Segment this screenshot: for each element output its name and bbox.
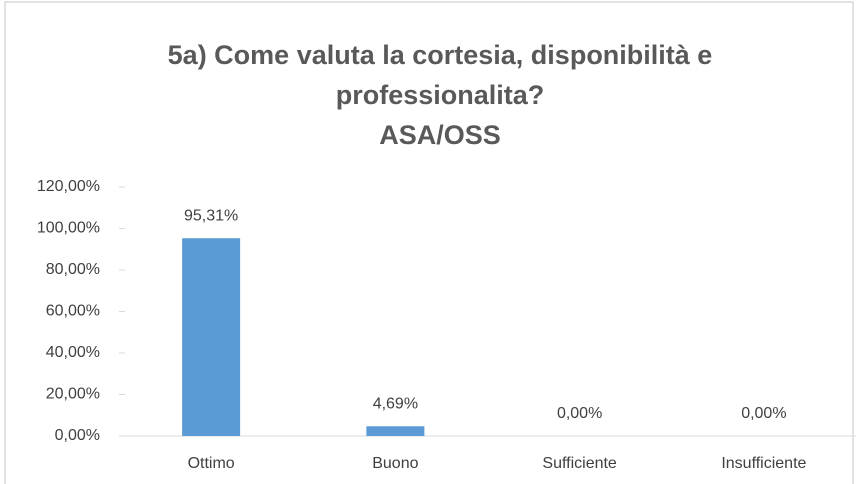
data-label: 95,31% <box>184 207 238 224</box>
y-tick-label: 60,00% <box>46 303 100 320</box>
y-tick-label: 80,00% <box>46 261 100 278</box>
y-tick-label: 0,00% <box>55 427 100 444</box>
y-tick-label: 100,00% <box>37 220 100 237</box>
x-tick-label: Ottimo <box>188 455 235 472</box>
x-tick-label: Buono <box>372 455 418 472</box>
data-label: 0,00% <box>741 405 786 422</box>
y-tick-label: 40,00% <box>46 344 100 361</box>
bar <box>366 426 425 436</box>
chart-title: professionalita? <box>336 80 545 110</box>
y-tick-label: 120,00% <box>37 178 100 195</box>
x-tick-label: Sufficiente <box>542 455 617 472</box>
data-label: 0,00% <box>557 405 602 422</box>
y-tick-label: 20,00% <box>46 386 100 403</box>
chart-title: ASA/OSS <box>379 120 501 150</box>
chart-frame <box>4 1 854 484</box>
chart-title: 5a) Come valuta la cortesia, disponibili… <box>168 40 713 70</box>
x-tick-label: Insufficiente <box>721 455 806 472</box>
bar <box>182 238 241 436</box>
data-label: 4,69% <box>373 395 418 412</box>
